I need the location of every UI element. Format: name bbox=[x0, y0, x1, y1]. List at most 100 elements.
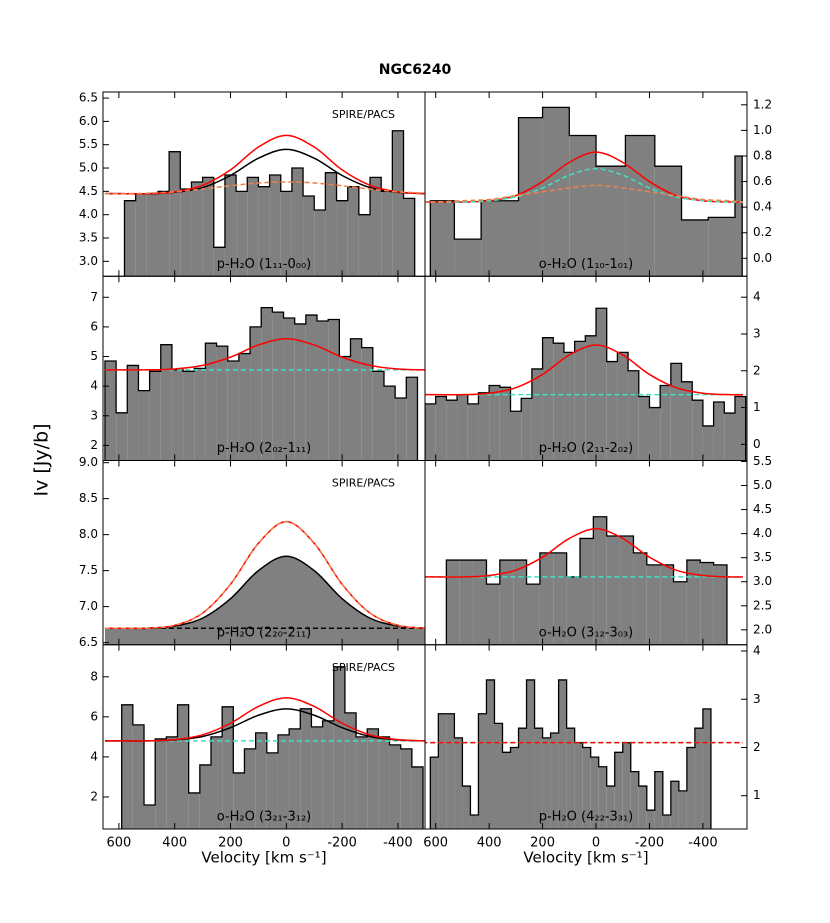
hist-bar bbox=[660, 385, 671, 461]
x-tick-label: 200 bbox=[218, 836, 243, 851]
x-tick-label: -400 bbox=[688, 836, 718, 851]
hist-bar bbox=[291, 168, 304, 277]
hist-bar bbox=[347, 186, 359, 277]
hist-bar bbox=[177, 704, 189, 829]
hist-bar bbox=[155, 738, 167, 829]
hist-bar bbox=[328, 319, 340, 461]
hist-bar bbox=[160, 344, 172, 461]
hist-bar bbox=[686, 560, 701, 645]
hist-bar bbox=[633, 552, 647, 645]
annotation: SPIRE/PACS bbox=[332, 661, 395, 674]
y-tick-label: 2 bbox=[753, 363, 761, 377]
hist-bar bbox=[499, 387, 511, 461]
y-tick-label: 4 bbox=[90, 749, 98, 763]
y-tick-label: 6 bbox=[90, 709, 98, 723]
hist-bar bbox=[713, 402, 725, 461]
hist-bar bbox=[322, 720, 334, 829]
y-axis-label: Iv [Jy/b] bbox=[31, 423, 53, 496]
hist-bar bbox=[339, 356, 351, 461]
hist-bar bbox=[283, 318, 295, 461]
y-tick-label: 8.0 bbox=[79, 527, 98, 541]
hist-bar bbox=[205, 343, 217, 461]
hist-bar bbox=[681, 381, 693, 461]
hist-bar bbox=[216, 346, 228, 461]
figure-title: NGC6240 bbox=[379, 62, 452, 78]
hist-bar bbox=[121, 704, 133, 829]
hist-bar bbox=[202, 177, 214, 277]
x-axis-label: Velocity [km s⁻¹] bbox=[201, 849, 326, 867]
hist-bar bbox=[614, 752, 623, 829]
hist-bar bbox=[646, 564, 661, 645]
hist-bar bbox=[367, 728, 379, 829]
y-tick-label: 2.0 bbox=[753, 622, 772, 636]
hist-bar bbox=[149, 371, 161, 461]
hist-bar bbox=[317, 320, 329, 461]
hist-outline bbox=[429, 106, 743, 277]
hist-bar bbox=[678, 790, 687, 829]
hist-bar bbox=[553, 343, 564, 461]
hist-bar bbox=[486, 679, 495, 829]
y-tick-label: 5 bbox=[90, 349, 98, 363]
panel bbox=[104, 520, 425, 645]
hist-bar bbox=[499, 560, 514, 645]
x-tick-label: -200 bbox=[635, 836, 665, 851]
hist-bar bbox=[314, 210, 326, 277]
hist-outline bbox=[445, 516, 728, 645]
hist-bar bbox=[617, 352, 629, 461]
hist-bar bbox=[649, 407, 661, 461]
y-tick-label: 3.5 bbox=[79, 231, 98, 245]
y-tick-label: 0.0 bbox=[753, 251, 772, 265]
y-tick-label: 5.0 bbox=[753, 478, 772, 492]
x-tick-label: 400 bbox=[162, 836, 187, 851]
hist-bar bbox=[470, 815, 479, 829]
y-tick-label: 7.5 bbox=[79, 563, 98, 577]
hist-bar bbox=[325, 172, 337, 277]
hist-bar bbox=[222, 706, 234, 829]
hist-bar bbox=[542, 337, 554, 461]
panel bbox=[425, 106, 744, 277]
x-tick-label: -400 bbox=[383, 836, 413, 851]
hist-bar bbox=[553, 552, 567, 645]
hist-bar bbox=[191, 182, 203, 277]
fit-line bbox=[104, 697, 425, 742]
y-tick-label: 4 bbox=[753, 644, 761, 658]
hist-bar bbox=[247, 177, 259, 277]
hist-bar bbox=[606, 786, 615, 829]
x-tick-label: 0 bbox=[592, 836, 600, 851]
line-label: p-H₂O (2₁₁-2₀₂) bbox=[539, 441, 634, 456]
hist-bar bbox=[333, 666, 345, 829]
hist-bar bbox=[135, 193, 147, 277]
y-tick-label: 4.5 bbox=[753, 502, 772, 516]
panel-frame bbox=[424, 644, 748, 830]
hist-outline bbox=[429, 679, 712, 829]
y-tick-label: 4.5 bbox=[79, 184, 98, 198]
hist-bar bbox=[124, 200, 136, 277]
hist-bar bbox=[358, 214, 371, 277]
hist-bar bbox=[702, 708, 711, 829]
y-tick-label: 3 bbox=[753, 692, 761, 706]
hist-bar bbox=[550, 733, 559, 829]
line-label: p-H₂O (1₁₁-0₀₀) bbox=[217, 257, 312, 272]
hist-bar bbox=[446, 560, 460, 645]
hist-bar bbox=[169, 151, 181, 277]
hist-bar bbox=[258, 186, 270, 277]
hist-bar bbox=[518, 117, 543, 277]
hist-bar bbox=[566, 728, 575, 829]
hist-bar bbox=[289, 728, 301, 829]
x-tick-label: 200 bbox=[530, 836, 555, 851]
x-tick-label: 0 bbox=[282, 836, 290, 851]
hist-bar bbox=[638, 786, 647, 829]
hist-bar bbox=[350, 338, 362, 461]
hist-bar bbox=[435, 396, 447, 461]
hist-bar bbox=[459, 560, 474, 645]
hist-bar bbox=[361, 347, 373, 461]
hist-bar bbox=[213, 247, 225, 277]
panel bbox=[104, 666, 425, 829]
y-tick-label: 0.6 bbox=[753, 174, 772, 188]
hist-bar bbox=[625, 135, 655, 277]
fit-line bbox=[104, 520, 425, 630]
hist-bar bbox=[266, 752, 278, 829]
hist-bar bbox=[400, 748, 412, 829]
hist-bar bbox=[311, 726, 323, 829]
hist-bar bbox=[590, 757, 599, 829]
